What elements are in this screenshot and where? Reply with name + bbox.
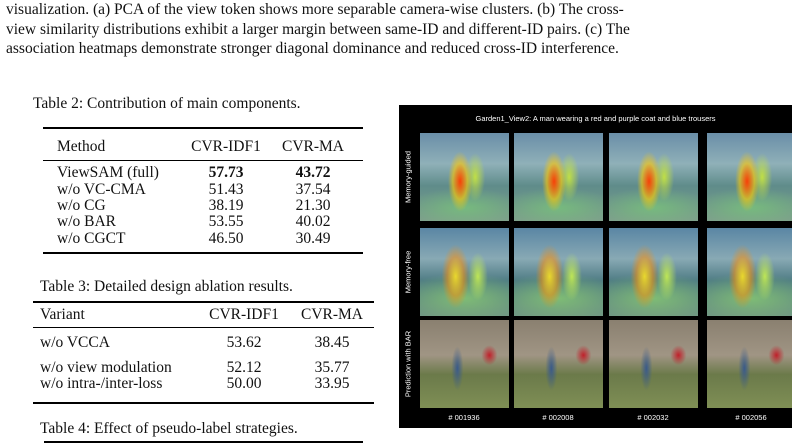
table-header: CVR-IDF1	[209, 306, 279, 323]
table-caption: Table 4: Effect of pseudo-label strategi…	[40, 420, 298, 437]
paragraph-line: visualization. (a) PCA of the view token…	[6, 1, 624, 18]
table-header: Method	[57, 138, 106, 155]
table-cell: w/o CGCT	[57, 230, 126, 247]
figure-image	[514, 228, 603, 316]
row-label: Prediction with BAR	[403, 330, 413, 398]
table-rule	[33, 402, 374, 404]
table-cell: 53.55	[208, 213, 244, 230]
table-caption: Table 3: Detailed design ablation result…	[40, 278, 293, 295]
table-cell: 37.54	[295, 181, 331, 198]
table-cell: 33.95	[314, 375, 350, 392]
table-rule	[44, 441, 363, 443]
frame-label: # 002032	[637, 413, 669, 422]
table-cell: 46.50	[208, 230, 244, 247]
figure-image	[609, 320, 698, 408]
figure-image	[420, 133, 509, 221]
figure-image	[707, 228, 792, 316]
row-label: Memory-guided	[403, 150, 413, 204]
table-cell: w/o view modulation	[40, 359, 172, 376]
figure-image	[514, 320, 603, 408]
figure-image	[420, 228, 509, 316]
figure-title: Garden1_View2: A man wearing a red and p…	[475, 114, 716, 123]
table-rule	[33, 301, 374, 303]
paragraph-line: view similarity distributions exhibit a …	[6, 20, 630, 38]
table-header: CVR-MA	[281, 138, 345, 155]
table-cell: 40.02	[295, 213, 331, 230]
table-cell: 30.49	[295, 230, 331, 247]
paragraph-line: association heatmaps demonstrate stronge…	[6, 40, 619, 57]
figure-image	[420, 320, 509, 408]
table-header: CVR-MA	[300, 306, 364, 323]
table-cell: 21.30	[295, 197, 331, 214]
table-cell: 35.77	[314, 359, 350, 376]
frame-label: # 001936	[448, 413, 480, 422]
table-rule	[43, 127, 363, 129]
table-cell: 52.12	[226, 359, 262, 376]
table-header: CVR-IDF1	[191, 138, 261, 155]
table-cell: w/o VCCA	[40, 334, 110, 351]
figure: Garden1_View2: A man wearing a red and p…	[399, 105, 792, 428]
figure-image	[609, 228, 698, 316]
frame-label: # 002056	[735, 413, 767, 422]
table-cell: 51.43	[208, 181, 244, 198]
table-cell: 57.73	[208, 164, 244, 181]
table-cell: 53.62	[226, 334, 262, 351]
figure-image	[707, 133, 792, 221]
table-rule	[33, 327, 374, 328]
table-cell: 38.19	[208, 197, 244, 214]
row-label: Memory-free	[403, 250, 413, 294]
table-caption: Table 2: Contribution of main components…	[33, 95, 301, 112]
frame-label: # 002008	[542, 413, 574, 422]
figure-image	[707, 320, 792, 408]
table-cell: 38.45	[314, 334, 350, 351]
table-cell: 50.00	[226, 375, 262, 392]
table-header: Variant	[40, 306, 85, 323]
figure-image	[514, 133, 603, 221]
table-rule	[43, 252, 363, 254]
table-cell: w/o CG	[57, 197, 106, 214]
table-cell: w/o intra-/inter-loss	[40, 375, 163, 392]
table-cell: w/o BAR	[57, 213, 116, 230]
figure-image	[609, 133, 698, 221]
table-cell: w/o VC-CMA	[57, 181, 146, 198]
table-cell: ViewSAM (full)	[57, 164, 159, 181]
table-cell: 43.72	[295, 164, 331, 181]
table-rule	[43, 160, 363, 161]
